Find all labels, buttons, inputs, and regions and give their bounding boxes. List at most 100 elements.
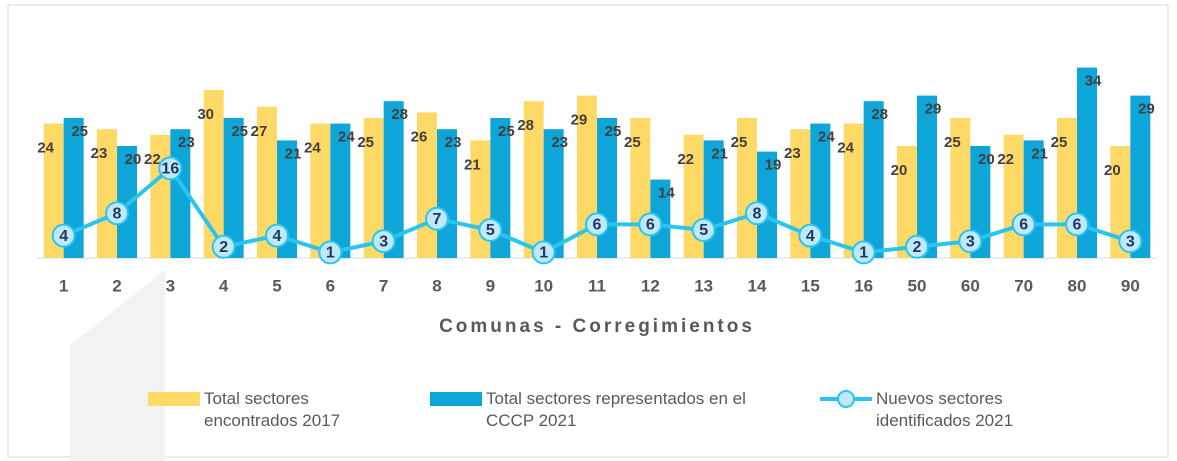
bar [1077,67,1097,258]
bar-value-label: 30 [197,106,214,123]
bar-value-label: 25 [731,134,748,151]
bar [950,118,971,258]
bar-value-label: 23 [178,134,195,151]
bar-value-label: 25 [231,123,248,140]
line-value-label: 16 [161,161,179,178]
watermark [70,270,165,461]
bar [1110,146,1131,258]
bar-value-label: 21 [1031,145,1048,162]
bar-value-label: 26 [411,128,428,145]
x-tick-label: 5 [272,276,281,295]
line-marker [1065,212,1089,237]
line-marker [51,223,76,248]
x-tick-label: 11 [588,276,606,295]
bar-value-label: 20 [1104,162,1121,179]
line-marker [478,218,503,242]
x-tick-label: 80 [1068,276,1087,295]
bar [970,146,991,258]
line-value-label: 3 [966,233,975,250]
bar-value-label: 19 [765,157,782,174]
line-value-label: 1 [859,245,868,262]
bar [330,123,351,258]
bar-value-label: 25 [71,123,88,140]
bar [543,129,564,258]
bar [117,146,137,258]
line-value-label: 1 [539,245,548,262]
x-tick-label: 60 [961,276,980,295]
bar-value-label: 24 [338,129,355,146]
line-marker [905,234,929,259]
bar [223,118,244,258]
bar [523,101,544,258]
line-value-label: 8 [113,205,122,222]
line-value-label: 1 [326,245,335,262]
line-marker [1118,229,1143,254]
line-marker [638,212,663,237]
legend-label: Total sectores representados en el CCCP … [486,389,746,430]
bar [810,123,831,258]
line-marker [745,201,769,226]
bar [1130,95,1151,258]
legend-item: Total sectores representados en el CCCP … [430,388,786,432]
bar-value-label: 25 [624,134,641,151]
line-marker [425,206,449,231]
bar-value-label: 22 [144,151,161,168]
bar-value-label: 23 [784,145,801,162]
x-tick-label: 4 [219,276,229,295]
x-tick-label: 70 [1014,276,1033,295]
line-marker [265,223,289,248]
bar-value-label: 28 [391,106,408,123]
bar-value-label: 20 [978,151,995,168]
bar [843,123,864,258]
x-tick-label: 12 [641,276,660,295]
line-marker [958,229,983,254]
line-value-label: 7 [433,211,442,228]
bar-value-label: 25 [944,134,961,151]
bar-value-label: 28 [517,117,534,134]
legend-swatch [820,390,872,408]
bar [383,101,404,258]
bar [257,106,277,258]
bar-value-label: 24 [304,140,321,157]
line-value-label: 8 [753,205,762,222]
line-value-label: 6 [593,217,602,234]
bar [897,146,917,258]
bar-value-label: 21 [285,145,302,162]
bar [43,123,64,258]
bar-value-label: 25 [357,134,374,151]
legend-label: Total sectores encontrados 2017 [204,389,341,430]
bar-value-label: 29 [571,112,588,129]
x-tick-label: 90 [1121,276,1140,295]
line-marker [1011,212,1036,237]
bar-value-label: 21 [711,145,728,162]
line-marker [158,156,183,181]
bar [917,95,937,258]
bar-value-label: 27 [251,123,268,140]
line-value-label: 3 [379,233,388,250]
bar-value-label: 23 [91,145,108,162]
bar-value-label: 25 [1051,134,1068,151]
bar [63,118,84,258]
line-value-label: 6 [646,217,655,234]
x-tick-label: 9 [486,276,495,295]
x-tick-label: 8 [432,276,441,295]
line-marker [318,240,343,265]
bar-value-label: 23 [445,134,462,151]
bar [310,123,331,258]
bar-value-label: 29 [925,101,942,118]
x-tick-label: 15 [801,276,820,295]
line-value-label: 2 [219,239,228,256]
line-value-label: 4 [806,228,815,245]
legend-label: Nuevos sectores identificados 2021 [876,389,1014,430]
line-value-label: 5 [486,222,495,239]
bar-value-label: 22 [997,151,1014,168]
x-tick-label: 10 [534,276,553,295]
line-marker [798,223,823,248]
line-marker [371,229,396,254]
line-marker [585,212,609,237]
chart-border [7,4,1169,458]
legend: Total sectores encontrados 2017 Total sec… [0,388,1177,448]
bar [203,90,224,258]
